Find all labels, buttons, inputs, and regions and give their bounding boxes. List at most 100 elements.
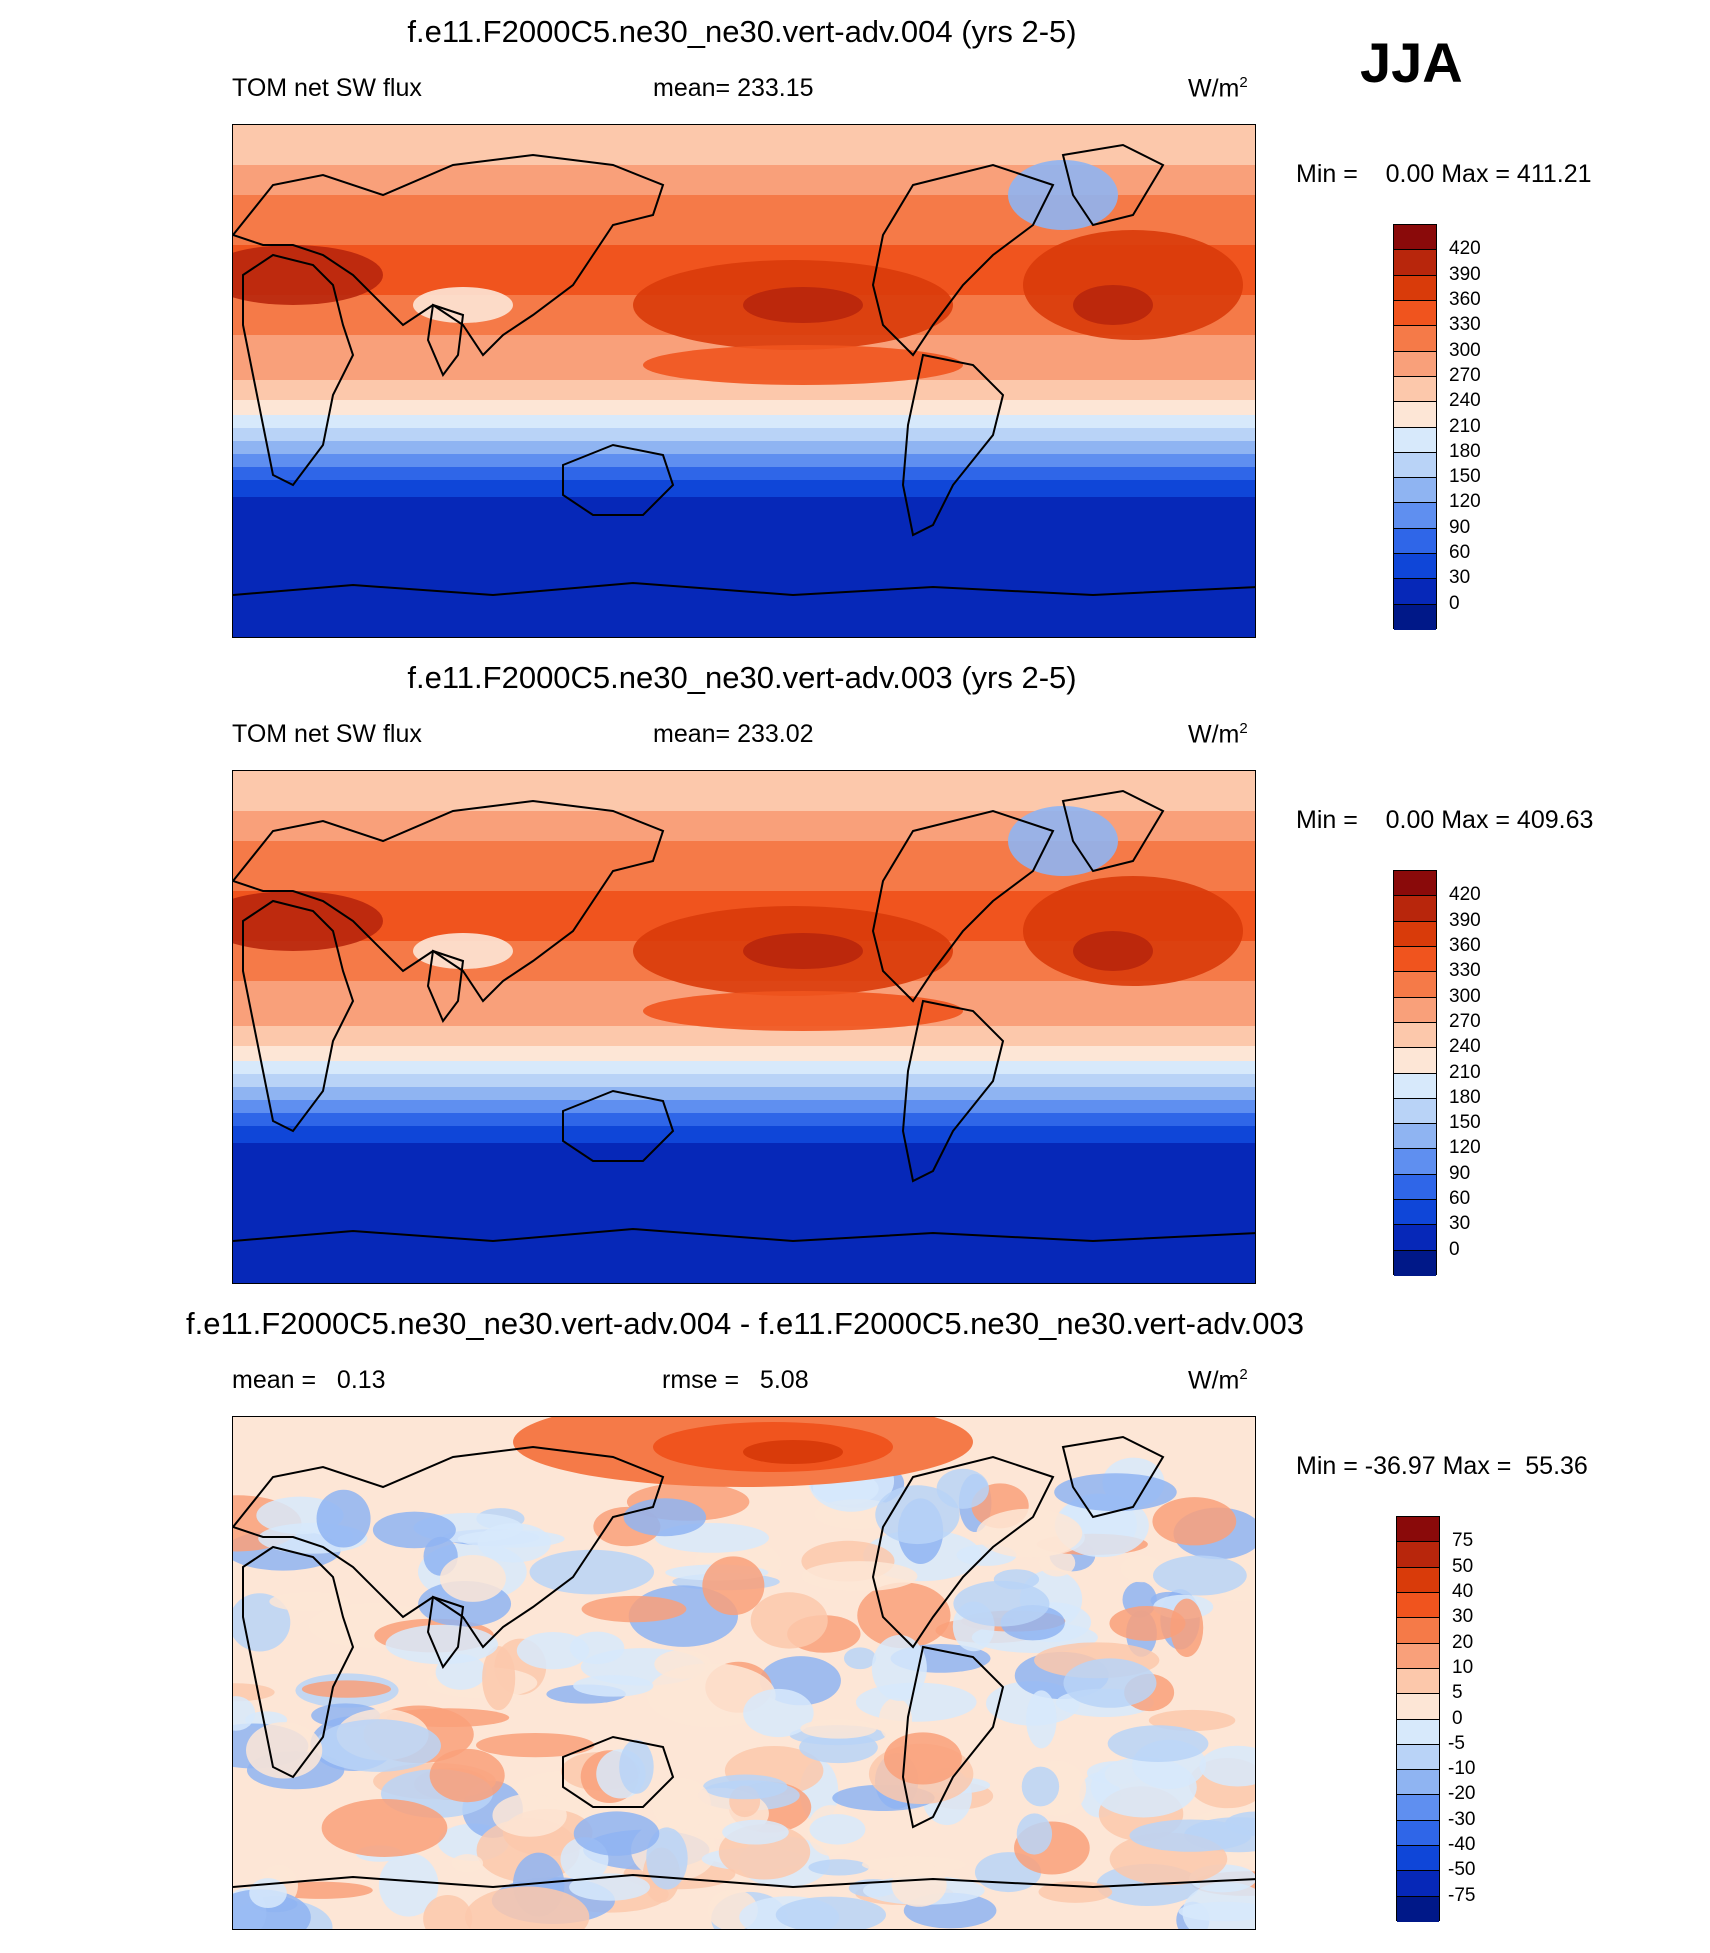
panel-2-variable-label: TOM net SW flux	[232, 720, 422, 749]
colorbar-label: -30	[1448, 1809, 1475, 1831]
colorbar-swatch	[1394, 478, 1436, 503]
colorbar-swatch	[1394, 1149, 1436, 1174]
colorbar-label: 30	[1452, 1606, 1473, 1628]
colorbar-label: 240	[1449, 1036, 1481, 1058]
colorbar-swatch	[1394, 276, 1436, 301]
colorbar-swatch	[1394, 428, 1436, 453]
colorbar-label: 330	[1449, 960, 1481, 982]
colorbar-swatch	[1394, 554, 1436, 579]
panel-2-map-field	[233, 771, 1256, 1284]
colorbar-label: -50	[1448, 1859, 1475, 1881]
colorbar-label: 20	[1452, 1632, 1473, 1654]
colorbar-label: 30	[1449, 1213, 1470, 1235]
colorbar-swatch	[1394, 579, 1436, 604]
colorbar-label: 240	[1449, 390, 1481, 412]
season-label: JJA	[1360, 30, 1463, 95]
colorbar-swatch	[1394, 1175, 1436, 1200]
panel-1-title: f.e11.F2000C5.ne30_ne30.vert-adv.004 (yr…	[232, 14, 1252, 50]
colorbar-label: 420	[1449, 884, 1481, 906]
colorbar-label: -10	[1448, 1758, 1475, 1780]
colorbar-label: 30	[1449, 567, 1470, 589]
colorbar-label: 210	[1449, 416, 1481, 438]
panel-3-units: W/m2	[1188, 1366, 1248, 1395]
colorbar-label: 120	[1449, 1137, 1481, 1159]
colorbar-label: -5	[1448, 1733, 1465, 1755]
colorbar-label: 75	[1452, 1530, 1473, 1552]
colorbar-label: 60	[1449, 542, 1470, 564]
colorbar-swatch	[1397, 1593, 1439, 1618]
colorbar-label: 270	[1449, 365, 1481, 387]
colorbar-label: 150	[1449, 1112, 1481, 1134]
panel-2-title: f.e11.F2000C5.ne30_ne30.vert-adv.003 (yr…	[232, 660, 1252, 696]
panel-2-minmax: Min = 0.00 Max = 409.63	[1296, 806, 1593, 835]
colorbar-swatch	[1394, 529, 1436, 554]
colorbar-swatch	[1397, 1770, 1439, 1795]
colorbar-swatch	[1394, 503, 1436, 528]
panel-2-units: W/m2	[1188, 720, 1248, 749]
colorbar-label: 10	[1452, 1657, 1473, 1679]
panel-3-mean-label: mean = 0.13	[232, 1366, 386, 1395]
panel-1-units: W/m2	[1188, 74, 1248, 103]
colorbar-swatch	[1397, 1745, 1439, 1770]
colorbar-swatch	[1394, 972, 1436, 997]
panel-3-colorbar	[1396, 1516, 1440, 1921]
colorbar-label: 60	[1449, 1188, 1470, 1210]
colorbar-label: -75	[1448, 1885, 1475, 1907]
panel-3-map-field	[233, 1417, 1256, 1930]
colorbar-swatch	[1394, 998, 1436, 1023]
colorbar-label: -20	[1448, 1783, 1475, 1805]
colorbar-swatch	[1397, 1694, 1439, 1719]
colorbar-swatch	[1394, 250, 1436, 275]
colorbar-swatch	[1394, 1074, 1436, 1099]
colorbar-label: 210	[1449, 1062, 1481, 1084]
panel-1-minmax: Min = 0.00 Max = 411.21	[1296, 160, 1592, 189]
colorbar-label: 390	[1449, 264, 1481, 286]
colorbar-label: 50	[1452, 1556, 1473, 1578]
panel-3-rmse-label: rmse = 5.08	[662, 1366, 809, 1395]
panel-2-map	[232, 770, 1256, 1284]
colorbar-label: 420	[1449, 238, 1481, 260]
colorbar-label: 300	[1449, 986, 1481, 1008]
colorbar-label: 5	[1452, 1682, 1463, 1704]
colorbar-swatch	[1394, 947, 1436, 972]
colorbar-label: 0	[1449, 1239, 1460, 1261]
colorbar-swatch	[1397, 1669, 1439, 1694]
panel-1-variable-label: TOM net SW flux	[232, 74, 422, 103]
colorbar-label: 270	[1449, 1011, 1481, 1033]
colorbar-swatch	[1394, 896, 1436, 921]
colorbar-label: 90	[1449, 1163, 1470, 1185]
panel-3-minmax: Min = -36.97 Max = 55.36	[1296, 1452, 1588, 1481]
colorbar-label: 120	[1449, 491, 1481, 513]
colorbar-swatch	[1397, 1720, 1439, 1745]
colorbar-label: 360	[1449, 289, 1481, 311]
colorbar-label: 150	[1449, 466, 1481, 488]
colorbar-swatch	[1397, 1568, 1439, 1593]
colorbar-swatch	[1397, 1871, 1439, 1896]
panel-1-map-field	[233, 125, 1256, 638]
colorbar-swatch	[1394, 402, 1436, 427]
colorbar-swatch	[1394, 605, 1436, 630]
colorbar-swatch	[1394, 1200, 1436, 1225]
panel-1-colorbar	[1393, 224, 1437, 629]
colorbar-swatch	[1394, 1023, 1436, 1048]
colorbar-swatch	[1394, 453, 1436, 478]
colorbar-swatch	[1394, 301, 1436, 326]
colorbar-label: 180	[1449, 1087, 1481, 1109]
colorbar-swatch	[1394, 225, 1436, 250]
colorbar-label: 180	[1449, 441, 1481, 463]
colorbar-swatch	[1394, 1048, 1436, 1073]
colorbar-label: 90	[1449, 517, 1470, 539]
colorbar-swatch	[1397, 1897, 1439, 1922]
colorbar-swatch	[1397, 1846, 1439, 1871]
panel-1-mean-label: mean= 233.15	[653, 74, 814, 103]
colorbar-swatch	[1394, 1099, 1436, 1124]
panel-2-mean-label: mean= 233.02	[653, 720, 814, 749]
colorbar-swatch	[1394, 1124, 1436, 1149]
colorbar-swatch	[1397, 1517, 1439, 1542]
panel-2-colorbar	[1393, 870, 1437, 1275]
colorbar-swatch	[1394, 1251, 1436, 1276]
colorbar-label: 330	[1449, 314, 1481, 336]
colorbar-swatch	[1394, 326, 1436, 351]
colorbar-label: 390	[1449, 910, 1481, 932]
colorbar-swatch	[1394, 1225, 1436, 1250]
